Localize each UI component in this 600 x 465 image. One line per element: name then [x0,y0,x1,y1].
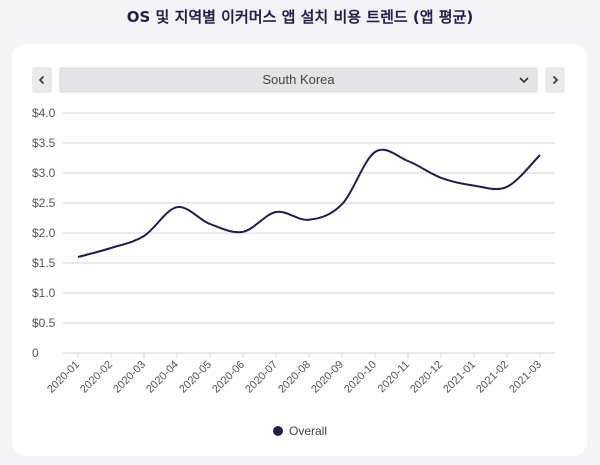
data-point [406,159,410,163]
x-tick-label: 2020-08 [276,359,313,396]
x-tick-label: 2021-02 [474,359,511,396]
data-point [472,184,476,188]
series-line-overall [77,148,541,258]
data-point [307,218,311,222]
legend[interactable]: Overall [0,424,600,438]
previous-button[interactable] [32,67,52,93]
y-tick-label: $3.0 [32,166,56,180]
x-tick-label: 2021-01 [441,359,478,396]
x-tick-label: 2020-07 [243,359,280,396]
x-tick-label: 2020-04 [144,359,181,396]
country-select[interactable]: South Korea [59,67,538,93]
y-tick-label: $2.0 [32,226,56,240]
legend-label-overall: Overall [288,424,327,438]
y-tick-label: 0 [32,346,39,360]
y-tick-label: $4.0 [32,106,56,120]
chevron-right-icon [552,75,559,85]
data-point [241,230,245,234]
y-tick-label: $1.5 [32,256,56,270]
data-point [109,246,113,250]
y-tick-label: $2.5 [32,196,56,210]
chevron-left-icon [38,75,45,85]
chart-title: OS 및 지역별 이커머스 앱 설치 비용 트렌드 (앱 평균) [126,8,474,26]
legend-marker-overall [272,426,283,436]
data-point [142,234,146,238]
data-point [274,210,278,214]
data-point [76,255,80,259]
next-button[interactable] [545,67,565,93]
x-tick-label: 2020-11 [376,359,412,395]
y-tick-label: $3.5 [32,136,56,150]
x-tick-label: 2020-10 [342,359,379,396]
y-tick-label: $1.0 [32,286,56,300]
y-tick-label: $0.5 [32,316,56,330]
data-point [208,222,212,226]
data-point [439,176,443,180]
x-tick-label: 2020-06 [210,359,247,396]
x-tick-label: 2021-03 [507,359,544,396]
country-select-value: South Korea [262,72,335,87]
x-tick-label: 2020-03 [111,359,148,396]
x-tick-label: 2020-02 [78,359,115,396]
chevron-down-icon [519,77,529,84]
x-tick-label: 2020-01 [45,359,82,396]
x-tick-label: 2020-09 [309,359,346,396]
x-tick-label: 2020-05 [177,359,214,396]
data-point [373,150,377,154]
line-chart: 0 $0.5 $1.0 $1.5 $2.0 $2.5 $3.0 $3.5 $4.0 2020-01… [32,106,555,396]
data-point [340,202,344,206]
data-point [175,205,179,209]
x-tick-label: 2020-12 [408,359,445,396]
data-point [505,185,509,189]
data-point [538,153,542,157]
